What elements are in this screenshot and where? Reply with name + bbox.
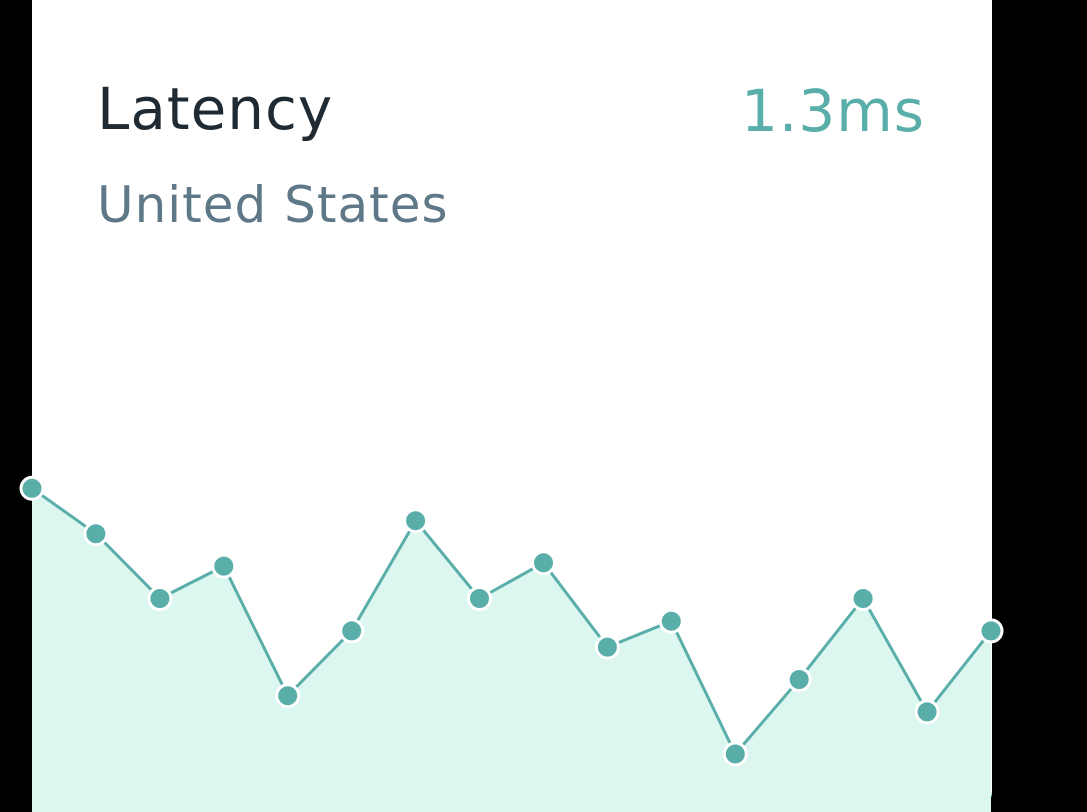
data-point-11	[658, 608, 684, 634]
data-point-2	[83, 521, 109, 547]
data-point-5	[275, 683, 301, 709]
data-point-13	[786, 667, 812, 692]
data-point-9	[531, 550, 556, 576]
data-point-14	[850, 586, 876, 611]
card-subtitle: United States	[97, 176, 449, 234]
data-point-4	[211, 553, 237, 579]
chart-area-fill	[32, 488, 991, 812]
data-point-16	[978, 618, 1004, 644]
chart-series-line	[31, 487, 993, 756]
data-point-7	[403, 508, 429, 534]
data-point-1	[19, 475, 45, 501]
data-point-10	[594, 634, 620, 660]
data-point-6	[339, 618, 365, 644]
data-point-8	[467, 586, 492, 611]
data-point-12	[722, 741, 748, 767]
latency-value: 1.3ms	[741, 77, 925, 145]
data-point-15	[914, 699, 940, 725]
chart-points	[19, 475, 1004, 767]
card-title: Latency	[97, 75, 334, 143]
data-point-3	[147, 586, 173, 611]
